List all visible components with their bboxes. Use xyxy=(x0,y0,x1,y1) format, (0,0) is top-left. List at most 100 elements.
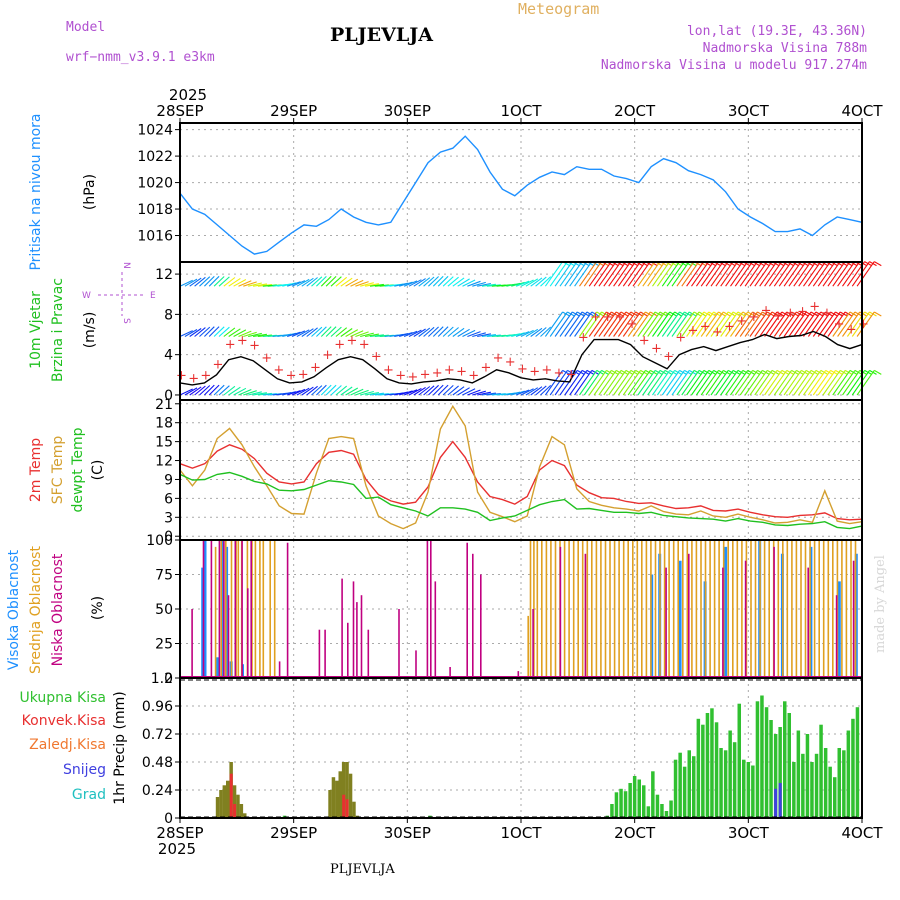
wind-barb xyxy=(827,261,846,287)
wind-barb xyxy=(705,261,724,287)
wind-barb xyxy=(355,389,369,396)
model-label: Model xyxy=(66,20,106,35)
wind-barb-flag xyxy=(874,261,882,267)
wind-barb xyxy=(213,326,225,337)
precip-bar xyxy=(610,804,614,818)
wind-barb xyxy=(477,333,492,338)
grid-lines xyxy=(180,123,862,819)
wind-barb xyxy=(228,328,241,337)
wind-barb xyxy=(179,330,193,337)
wind-barb xyxy=(754,311,773,337)
wind-gust-mark: + xyxy=(675,331,686,346)
wind-barb xyxy=(632,311,651,337)
wind-barb xyxy=(418,327,431,337)
wind-barb xyxy=(822,261,841,287)
wind-barb xyxy=(204,384,215,396)
precip-bar xyxy=(239,804,244,818)
wind-gust-mark: + xyxy=(748,310,759,325)
wind-barb xyxy=(355,331,369,338)
wind-barb xyxy=(365,283,379,287)
wind-barb xyxy=(759,311,778,337)
meteogram-label: Meteogram xyxy=(518,0,600,18)
temp-line-1 xyxy=(179,404,863,530)
wind-barb xyxy=(627,370,646,396)
wind-barb xyxy=(428,384,439,396)
wind-barb xyxy=(199,326,211,337)
wind-barb xyxy=(798,311,817,337)
wind-barb xyxy=(700,311,719,337)
y-tick-label: 0.24 xyxy=(142,783,173,799)
precip-bar xyxy=(833,777,837,818)
wind-gust-mark: + xyxy=(736,314,747,329)
precip-bar xyxy=(331,777,336,818)
wind-gust-mark: + xyxy=(834,317,845,332)
wind-barb xyxy=(622,311,641,337)
wind-barb xyxy=(569,311,588,337)
precip-bar xyxy=(778,783,782,818)
wind-barb xyxy=(360,282,374,287)
precip-bar xyxy=(728,730,732,818)
wind-barb xyxy=(282,332,297,338)
wind-barb xyxy=(822,370,841,396)
wind-barb xyxy=(608,261,627,287)
wind-gust-mark: + xyxy=(639,333,650,348)
wind-barb xyxy=(520,279,534,287)
wind-barb xyxy=(208,275,220,287)
precip-bar xyxy=(229,773,233,818)
wind-barb xyxy=(442,326,454,337)
wind-barb xyxy=(579,261,598,287)
wind-barb xyxy=(554,261,573,287)
wind-barb xyxy=(442,276,454,287)
wind-barb xyxy=(730,370,749,396)
wind-barb xyxy=(238,280,252,287)
wind-barb xyxy=(807,370,827,396)
wind-barb xyxy=(700,370,719,396)
wind-barb xyxy=(720,311,739,337)
precip-bar xyxy=(742,759,746,818)
top-year-label: 2025 xyxy=(169,86,207,104)
compass-north: N xyxy=(121,262,131,269)
wind-barb xyxy=(686,311,705,337)
wind-barb-flag xyxy=(874,311,882,317)
wind-barb xyxy=(345,387,359,396)
wind-gust-mark: + xyxy=(213,358,224,373)
precip-bar xyxy=(215,797,220,818)
wind-barb xyxy=(428,326,439,337)
wind-barb xyxy=(588,261,607,287)
wind-barb xyxy=(291,330,306,338)
wind-barb xyxy=(705,311,724,337)
wind-barb xyxy=(768,261,788,287)
wind-barb xyxy=(330,326,342,337)
y-tick-label: 1.2 xyxy=(151,671,173,687)
wind-barb xyxy=(238,388,252,396)
wind-barb xyxy=(710,370,729,396)
wind-barb xyxy=(788,261,807,287)
precip-bar xyxy=(783,701,787,818)
wind-barb xyxy=(515,389,530,396)
wind-barb xyxy=(637,311,656,337)
wind-barb xyxy=(369,283,384,287)
wind-barb xyxy=(233,329,247,337)
precip-bar xyxy=(792,762,796,818)
wind-barb xyxy=(291,280,306,287)
wind-barb xyxy=(228,277,241,287)
wind-barb xyxy=(754,261,773,287)
wind-barb xyxy=(423,385,435,396)
wind-gust-mark: + xyxy=(785,306,796,321)
y-tick-label: 1022 xyxy=(137,149,173,165)
wind-barb xyxy=(691,311,710,337)
wind-barb xyxy=(452,277,465,287)
wind-barb xyxy=(622,261,641,287)
wind-barb xyxy=(520,329,534,337)
temp-sfc-label: SFC Temp xyxy=(50,436,66,505)
page-title: PLJEVLJA xyxy=(330,24,433,46)
wind-barb xyxy=(306,327,318,337)
wind-barb xyxy=(642,261,661,287)
wind-barb xyxy=(603,261,622,287)
precip-bar xyxy=(341,762,346,818)
wind-barb xyxy=(749,370,768,396)
wind-barb xyxy=(189,328,202,337)
precip-bar xyxy=(642,785,646,818)
wind-barb xyxy=(330,385,342,396)
